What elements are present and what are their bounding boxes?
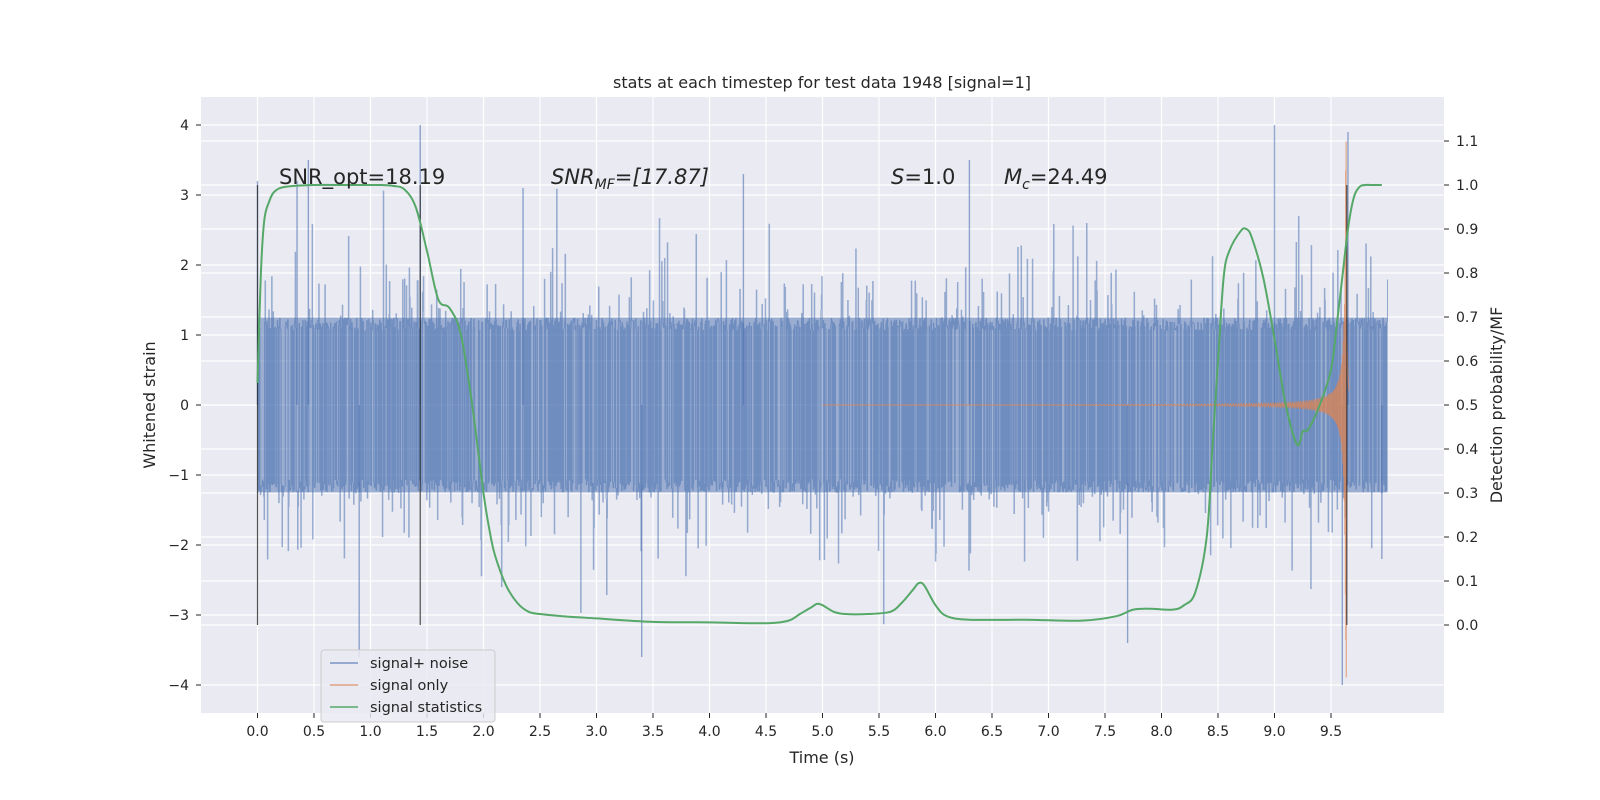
- y-tick-label: 3: [180, 188, 189, 204]
- y2-tick-label: 1.0: [1456, 178, 1478, 194]
- x-tick-label: 6.5: [981, 724, 1003, 740]
- legend-label-signal-only: signal only: [370, 678, 449, 694]
- y2-tick-label: 0.1: [1456, 574, 1478, 590]
- s-main: S: [891, 165, 904, 189]
- y2-tick-label: 0.4: [1456, 442, 1478, 458]
- y2-tick-label: 0.8: [1456, 266, 1478, 282]
- x-tick-label: 0.5: [303, 724, 325, 740]
- x-tick-label: 3.5: [642, 724, 664, 740]
- x-tick-label: 3.0: [585, 724, 607, 740]
- x-tick-label: 5.0: [811, 724, 833, 740]
- x-tick-label: 1.0: [359, 724, 381, 740]
- x-tick-label: 2.5: [529, 724, 551, 740]
- x-tick-label: 8.0: [1150, 724, 1172, 740]
- x-tick-label: 4.5: [755, 724, 777, 740]
- snr-mf-sub: MF: [595, 177, 616, 193]
- y2-tick-label: 0.6: [1456, 354, 1478, 370]
- x-tick-label: 7.0: [1037, 724, 1059, 740]
- x-tick-label: 6.0: [924, 724, 946, 740]
- mc-sub: c: [1022, 177, 1030, 193]
- y2-tick-label: 0.7: [1456, 310, 1478, 326]
- legend-box: [320, 649, 496, 723]
- s-value: =1.0: [904, 165, 955, 189]
- legend: signal+ noise signal only signal statist…: [320, 649, 496, 723]
- y-tick-label: −4: [168, 678, 189, 694]
- mc-value: =24.49: [1030, 165, 1108, 189]
- y2-tick-label: 0.5: [1456, 398, 1478, 414]
- y2-axis-label: Detection probability/MF: [1487, 307, 1506, 504]
- x-tick-label: 7.5: [1094, 724, 1116, 740]
- x-axis-label: Time (s): [788, 748, 854, 767]
- legend-label-signal-statistics: signal statistics: [370, 700, 482, 716]
- annotation-s: S=1.0: [891, 165, 955, 189]
- y2-tick-label: 0.3: [1456, 486, 1478, 502]
- y-tick-label: −1: [168, 468, 189, 484]
- y2-tick-label: 0.2: [1456, 530, 1478, 546]
- y-tick-label: −2: [168, 538, 189, 554]
- vertical-markers: [256, 185, 1348, 625]
- x-tick-label: 9.5: [1320, 724, 1342, 740]
- y2-tick-label: 0.0: [1456, 618, 1478, 634]
- x-tick-label: 5.5: [868, 724, 890, 740]
- y-tick-label: 1: [180, 328, 189, 344]
- x-tick-label: 9.0: [1263, 724, 1285, 740]
- x-tick-label: 1.5: [416, 724, 438, 740]
- y-tick-label: 0: [180, 398, 189, 414]
- y2-tick-label: 1.1: [1456, 134, 1478, 150]
- legend-label-signal-noise: signal+ noise: [370, 656, 468, 672]
- signal-statistics-line: [256, 183, 1382, 625]
- mc-main: M: [1004, 165, 1022, 189]
- snr-mf-main: SNR: [551, 165, 595, 189]
- y-tick-label: 2: [180, 258, 189, 274]
- x-tick-label: 4.0: [698, 724, 720, 740]
- x-tick-label: 8.5: [1207, 724, 1229, 740]
- signal-statistics-series: [256, 183, 1382, 625]
- chart-title: stats at each timestep for test data 194…: [613, 73, 1031, 92]
- signal-only-line: [822, 141, 1350, 678]
- signal-only-series: [822, 141, 1350, 678]
- annotation-mc: Mc=24.49: [1004, 165, 1108, 193]
- axes: 0.0 0.5 1.0 1.5 2.0 2.5 3.0 3.5 4.0 4.5 5.0 5.5 6.0 6…: [168, 118, 1478, 740]
- y-axis-label: Whitened strain: [140, 341, 159, 468]
- x-tick-label: 2.0: [472, 724, 494, 740]
- snr-mf-value: =[17.87]: [615, 165, 709, 189]
- annotation-snr-mf: SNRMF=[17.87]: [551, 165, 709, 193]
- y-tick-label: −3: [168, 608, 189, 624]
- y2-tick-label: 0.9: [1456, 222, 1478, 238]
- x-tick-label: 0.0: [246, 724, 268, 740]
- y-tick-label: 4: [180, 118, 189, 134]
- annotation-snr-opt: SNR_opt=18.19: [279, 165, 445, 190]
